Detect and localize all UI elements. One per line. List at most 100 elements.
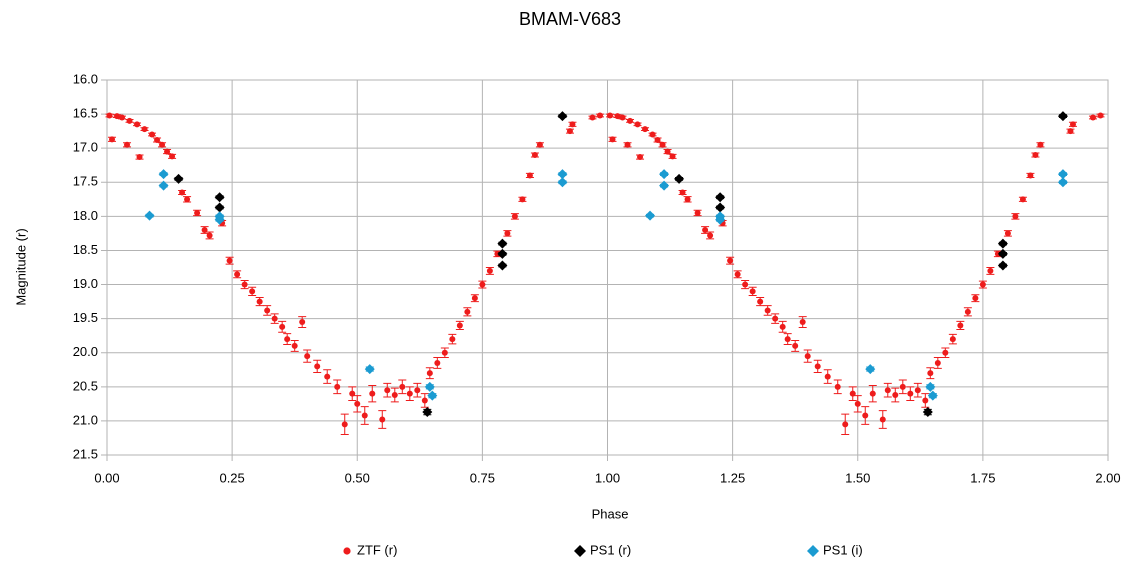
data-point: [679, 189, 686, 196]
data-point: [619, 114, 626, 121]
data-point: [927, 370, 934, 377]
data-point: [194, 209, 201, 216]
data-point: [779, 323, 786, 330]
data-point: [702, 227, 709, 233]
data-point: [271, 315, 278, 322]
data-point: [979, 281, 986, 288]
data-point: [664, 148, 671, 155]
data-point: [557, 177, 568, 188]
data-point: [399, 383, 406, 390]
data-point: [964, 308, 971, 315]
data-point: [106, 112, 113, 119]
data-point: [614, 113, 621, 120]
data-point: [497, 248, 508, 259]
data-point: [715, 192, 726, 203]
data-point: [464, 308, 471, 315]
data-point: [764, 307, 771, 314]
data-point: [659, 169, 670, 180]
data-point: [471, 295, 478, 302]
data-point: [1019, 196, 1026, 203]
data-point: [849, 390, 856, 397]
data-point: [249, 288, 256, 295]
legend-label: ZTF (r): [357, 542, 397, 557]
data-point: [141, 126, 148, 133]
data-point: [645, 210, 656, 221]
x-tick-label: 0.75: [470, 470, 495, 485]
data-point: [727, 257, 734, 264]
data-point: [264, 307, 271, 314]
data-point: [114, 113, 121, 120]
data-point: [949, 336, 956, 343]
data-point: [566, 128, 573, 135]
data-point: [109, 136, 116, 143]
data-point: [426, 370, 433, 377]
data-point: [124, 141, 131, 148]
data-point: [1057, 111, 1068, 122]
data-point: [694, 209, 701, 216]
data-point: [589, 114, 596, 121]
data-point: [757, 298, 764, 305]
legend-marker: [574, 545, 586, 557]
data-point: [925, 381, 936, 392]
data-point: [934, 359, 941, 366]
x-tick-label: 0.00: [94, 470, 119, 485]
y-tick-label: 17.5: [73, 174, 98, 189]
legend-marker: [343, 547, 351, 555]
data-point: [557, 111, 568, 122]
data-point: [299, 319, 306, 326]
data-point: [159, 141, 166, 148]
y-tick-label: 16.0: [73, 71, 98, 86]
data-point: [449, 336, 456, 343]
y-tick-label: 21.5: [73, 446, 98, 461]
data-point: [214, 202, 225, 213]
data-point: [184, 196, 191, 203]
data-point: [987, 267, 994, 274]
data-point: [659, 141, 666, 148]
data-point: [1097, 112, 1104, 119]
data-point: [569, 121, 576, 128]
x-tick-label: 1.00: [595, 470, 620, 485]
data-point: [391, 392, 398, 398]
data-point: [497, 260, 508, 271]
data-point: [304, 353, 311, 360]
data-point: [972, 295, 979, 302]
y-tick-label: 19.5: [73, 310, 98, 325]
x-tick-label: 0.50: [345, 470, 370, 485]
data-point: [241, 281, 248, 288]
data-point: [158, 169, 169, 180]
data-point: [869, 390, 876, 397]
x-tick-label: 1.50: [845, 470, 870, 485]
data-point: [922, 407, 933, 418]
data-point: [456, 322, 463, 329]
data-point: [884, 387, 891, 394]
data-point: [715, 214, 726, 225]
y-tick-label: 19.0: [73, 276, 98, 291]
data-point: [519, 196, 526, 203]
data-point: [486, 267, 493, 274]
x-tick-label: 2.00: [1095, 470, 1120, 485]
data-point: [772, 315, 779, 322]
y-tick-label: 17.0: [73, 140, 98, 155]
y-tick-label: 20.5: [73, 378, 98, 393]
y-tick-label: 20.0: [73, 344, 98, 359]
data-point: [879, 416, 886, 423]
data-point: [354, 400, 361, 407]
data-point: [406, 390, 413, 397]
data-point: [441, 349, 448, 356]
data-point: [684, 196, 691, 203]
data-point: [814, 363, 821, 370]
data-point: [154, 137, 161, 143]
data-point: [957, 322, 964, 329]
legend-label: PS1 (r): [590, 542, 631, 557]
data-point: [1032, 152, 1039, 158]
data-point: [206, 232, 213, 239]
data-point: [892, 392, 899, 398]
data-point: [284, 336, 291, 343]
y-tick-label: 16.5: [73, 106, 98, 121]
data-point: [427, 390, 438, 401]
data-point: [1004, 230, 1011, 237]
data-point: [134, 121, 141, 128]
data-point: [627, 117, 634, 124]
data-point: [136, 154, 143, 161]
